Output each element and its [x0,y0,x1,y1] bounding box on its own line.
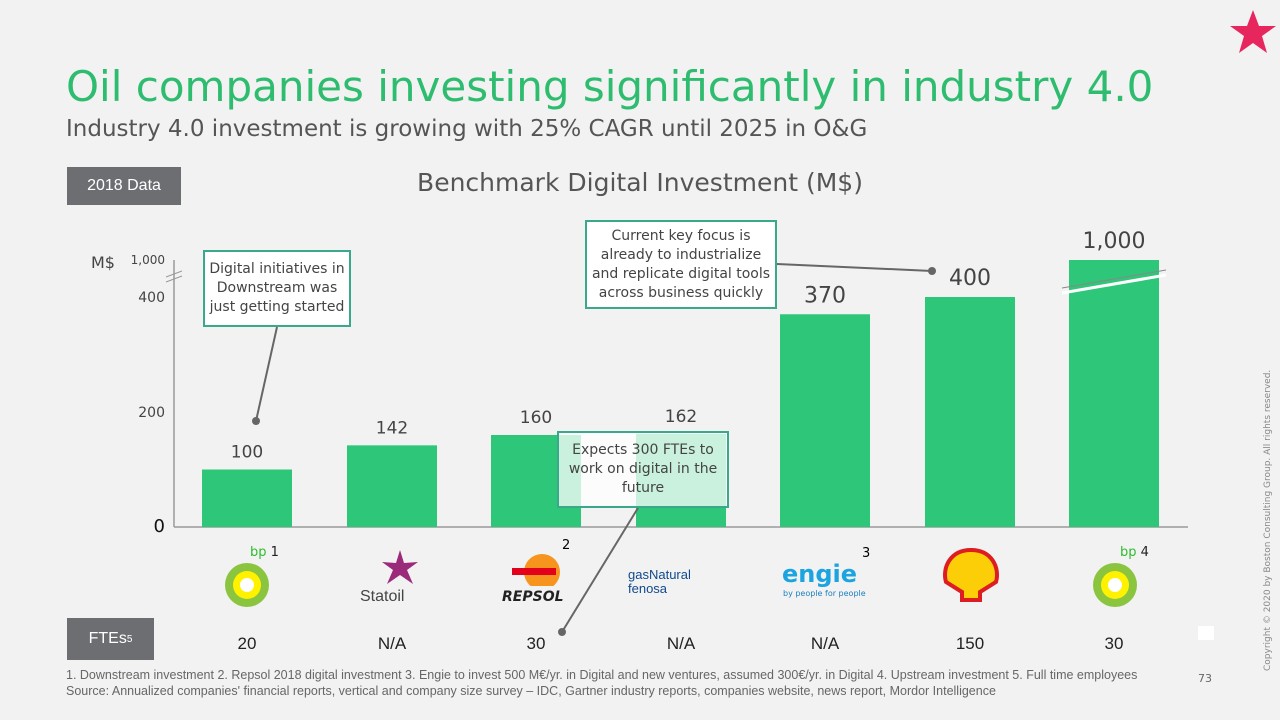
slide-marker [1198,626,1214,640]
bar-value-label: 1,000 [1083,229,1146,254]
bar-value-label: 142 [376,418,408,438]
footnotes: 1. Downstream investment 2. Repsol 2018 … [66,668,1138,682]
fte-value: N/A [377,634,407,653]
fte-value: 30 [526,634,546,653]
bar-value-label: 370 [804,283,846,308]
statoil-star-icon [380,548,420,592]
axis-break [165,270,183,278]
callout-leader [561,507,639,633]
bar [780,314,870,527]
bar [925,297,1015,527]
callout-industrialize: Current key focus is already to industri… [585,220,777,309]
y-tick-label: 200 [138,405,165,421]
fte-value: 20 [237,634,257,653]
callout-dot [558,628,566,636]
bp-label: bp 1 [250,545,279,560]
engie-footnote: 3 [862,546,871,561]
y-tick-label: 400 [138,290,165,306]
y-tick-label: 1,000 [131,253,165,267]
fte-value: N/A [666,634,696,653]
bar-value-label: 162 [665,407,697,427]
repsol-icon [510,550,560,590]
bp-logo-upstream [1090,560,1140,614]
callout-leader [776,263,933,272]
engie-tagline: by people for people [783,589,866,598]
page-number: 73 [1198,672,1212,685]
bar [202,469,292,527]
fte-value: N/A [810,634,840,653]
statoil-logo: Statoil [360,588,405,605]
bp-logo [222,560,272,614]
axis-break [165,275,183,283]
fte-value: 30 [1104,634,1124,653]
repsol-footnote: 2 [562,538,571,553]
engie-logo: engie [782,560,858,588]
callout-leader [255,326,278,422]
gasnatural-logo: gasNatural fenosa [628,567,691,596]
bar [1069,260,1159,527]
bar-value-label: 160 [520,408,552,428]
page-title: Oil companies investing significantly in… [66,62,1154,111]
bp-upstream-label: bp 4 [1120,545,1149,560]
y-tick-label: 0 [154,516,165,537]
copyright: Copyright © 2020 by Boston Consulting Gr… [1263,369,1273,671]
data-year-tag: 2018 Data [67,167,181,205]
callout-ftes: Expects 300 FTEs to work on digital in t… [557,431,729,508]
bar-value-label: 400 [949,266,991,291]
repsol-logo: REPSOL [502,589,564,605]
callout-downstream: Digital initiatives in Downstream was ju… [203,250,351,327]
y-axis-label: M$ [91,253,115,272]
page-subtitle: Industry 4.0 investment is growing with … [66,116,868,142]
shell-logo-icon [940,546,1002,608]
bar-break [1061,273,1167,295]
bar-value-label: 100 [231,443,263,463]
source-note: Source: Annualized companies' financial … [66,684,996,698]
chart-title: Benchmark Digital Investment (M$) [417,168,863,197]
callout-dot [928,267,936,275]
callout-dot [252,417,260,425]
bar-break [1061,269,1167,289]
fte-value: 150 [955,634,985,653]
bar [347,445,437,527]
fte-tag: FTEs 5 [67,618,154,660]
star-logo-icon [1230,10,1276,53]
